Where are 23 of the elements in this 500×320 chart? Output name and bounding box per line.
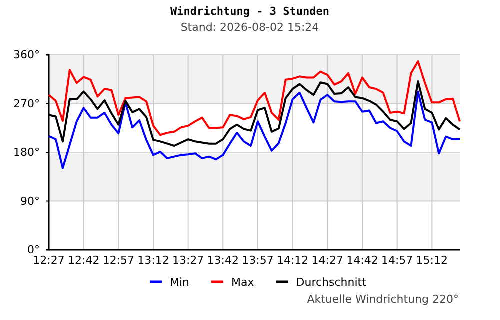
- line-series: [48, 90, 461, 170]
- x-tick-label: 14:42: [346, 254, 378, 267]
- y-tick-label: 90°: [20, 194, 40, 208]
- legend-label: Durchschnitt: [296, 276, 368, 289]
- legend-label: Min: [170, 276, 190, 289]
- x-tick-label: 13:12: [138, 254, 170, 267]
- x-tick-label: 14:12: [276, 254, 309, 267]
- y-tick-label: 360°: [14, 48, 40, 62]
- x-tick-label: 13:27: [172, 254, 204, 267]
- legend-label: Max: [232, 276, 255, 289]
- x-tick-label: 14:57: [381, 254, 414, 267]
- x-tick-label: 12:42: [68, 254, 100, 267]
- x-tick-label: 12:57: [102, 254, 135, 267]
- x-tick-label: 13:42: [207, 254, 240, 267]
- x-tick-label: 15:12: [416, 254, 448, 267]
- x-tick-label: 13:57: [242, 254, 274, 267]
- y-tick-label: 180°: [14, 146, 40, 160]
- chart-subtitle: Stand: 2026-08-02 15:24: [180, 21, 320, 34]
- text: Aktuelle Windrichtung 220°: [307, 293, 459, 306]
- x-tick-label: 14:27: [312, 254, 344, 267]
- chart-title: Windrichtung - 3 Stunden: [170, 5, 330, 18]
- y-tick-label: 270°: [14, 97, 40, 110]
- line-series: [48, 60, 461, 136]
